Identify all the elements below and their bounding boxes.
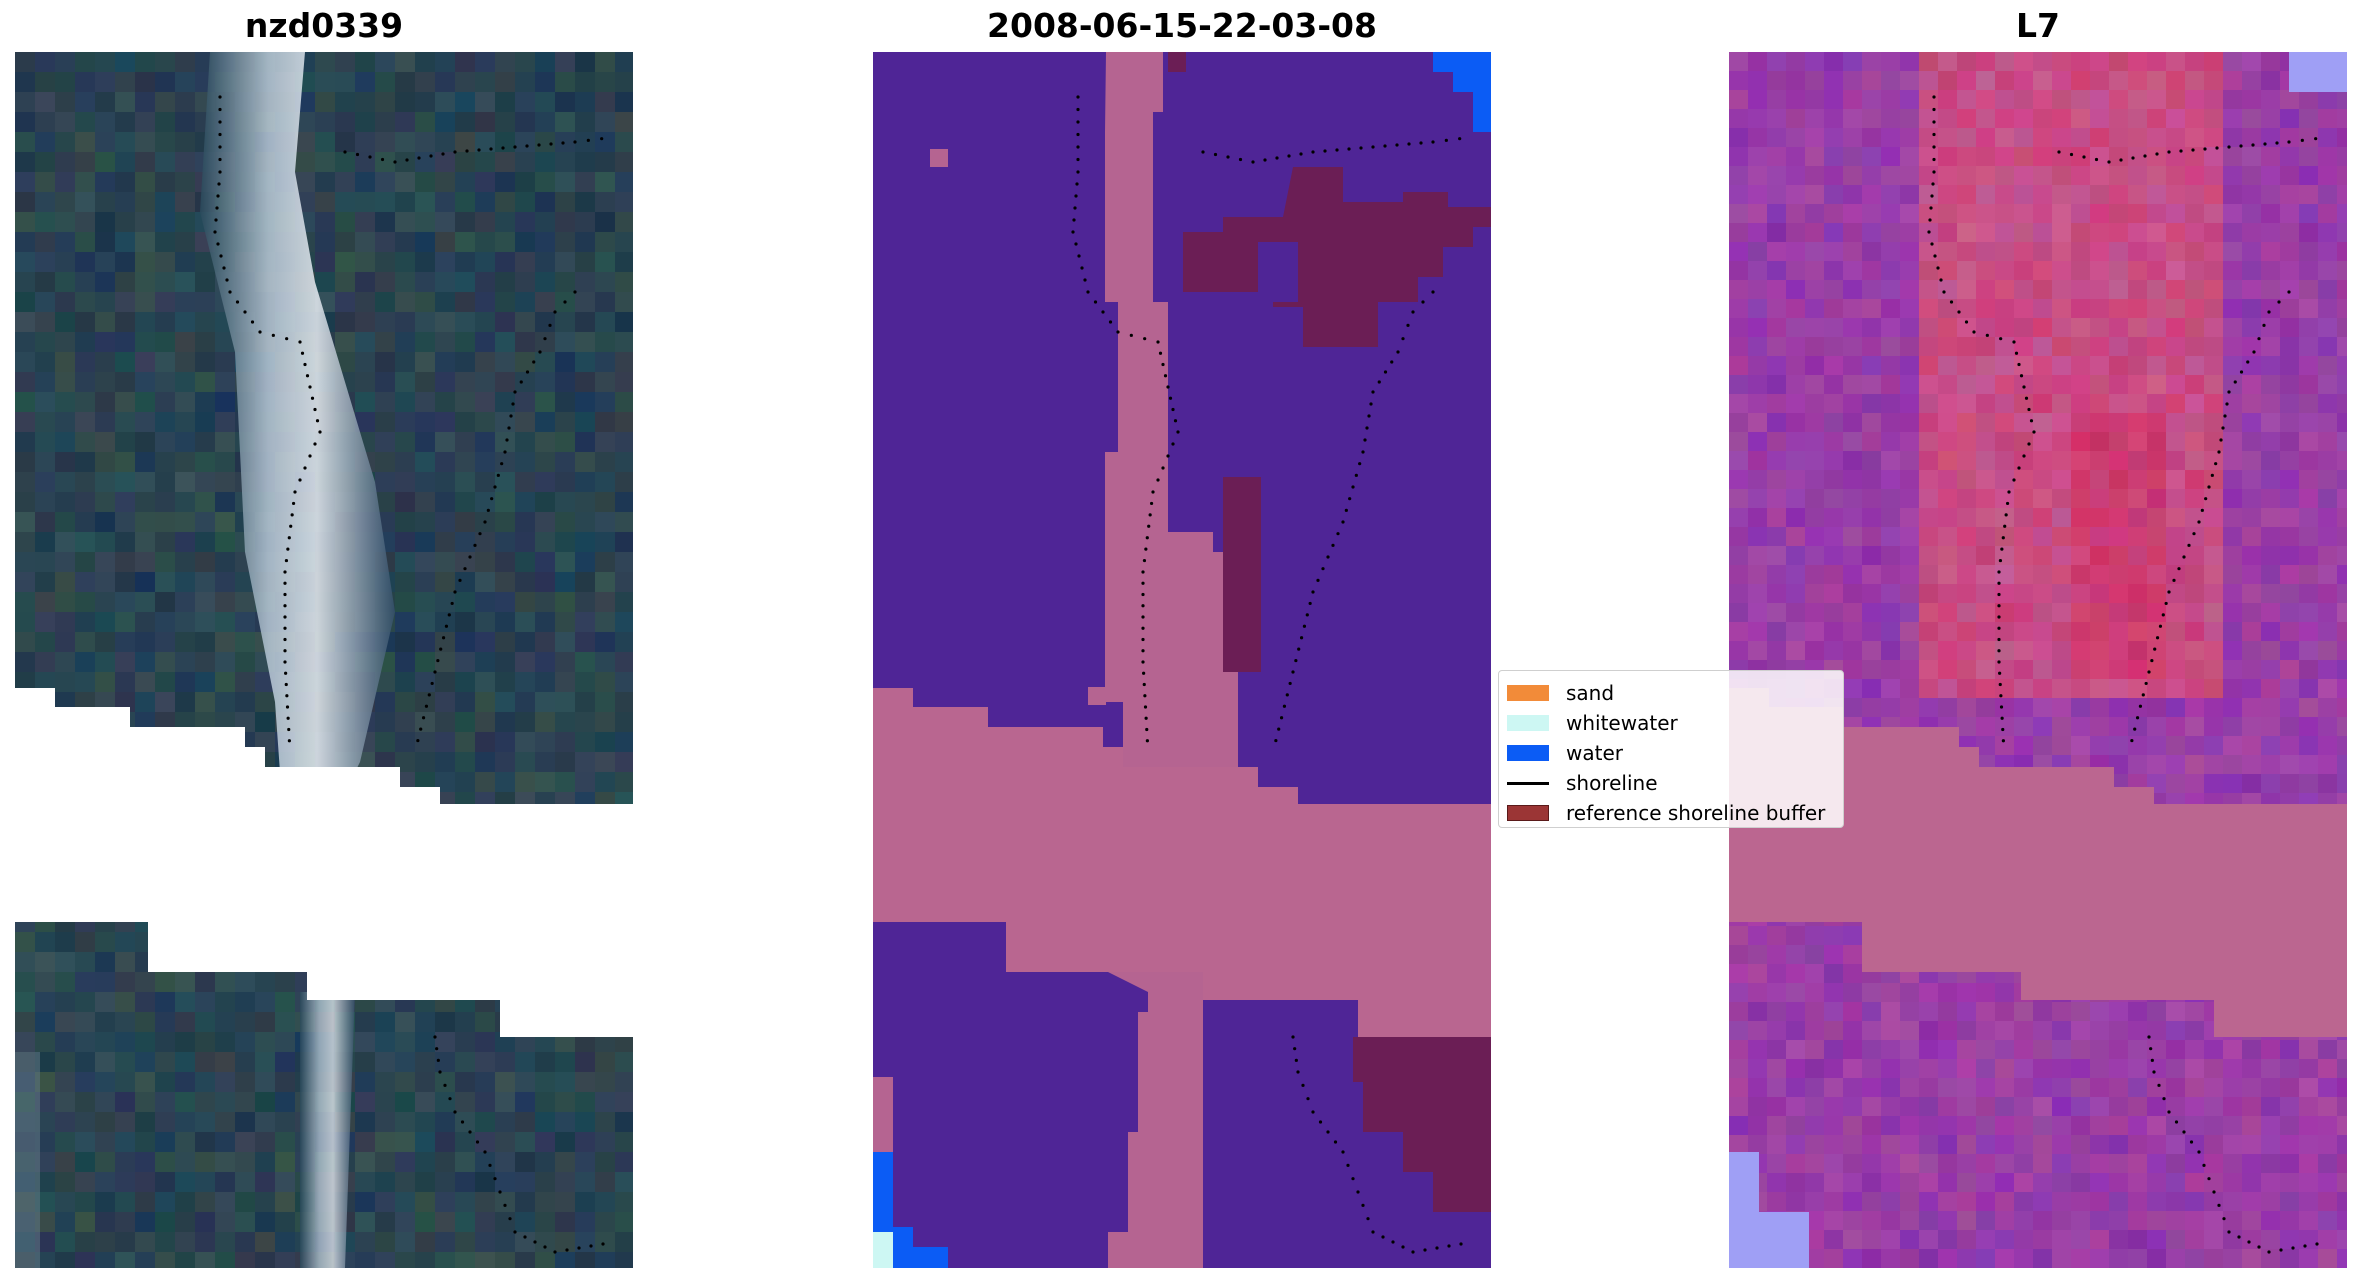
sand-swatch	[1507, 685, 1549, 701]
legend-item-shoreline: shoreline	[1507, 768, 1835, 798]
legend-label-shoreline: shoreline	[1566, 771, 1658, 795]
panel-title-classification: 2008-06-15-22-03-08	[987, 6, 1377, 45]
water-swatch	[1507, 745, 1549, 761]
legend-label-whitewater: whitewater	[1566, 711, 1678, 735]
legend-item-sand: sand	[1507, 678, 1835, 708]
reference-buffer-swatch	[1507, 805, 1549, 821]
panel-title-rgb: nzd0339	[244, 6, 404, 45]
legend-item-whitewater: whitewater	[1507, 708, 1835, 738]
shoreline-swatch	[1507, 781, 1549, 785]
ndwi-image	[1729, 52, 2347, 1268]
rgb-satellite-image	[15, 52, 633, 1268]
legend-label-sand: sand	[1566, 681, 1615, 705]
legend-item-reference-shoreline-buffer: reference shoreline buffer	[1507, 798, 1835, 828]
whitewater-swatch	[1507, 715, 1549, 731]
legend-label-reference-shoreline-buffer: reference shoreline buffer	[1566, 801, 1826, 825]
legend-item-water: water	[1507, 738, 1835, 768]
legend-label-water: water	[1566, 741, 1623, 765]
panel-title-ndwi: L7	[2016, 6, 2060, 45]
legend: sand whitewater water shoreline referenc…	[1498, 670, 1844, 828]
classification-image	[873, 52, 1491, 1268]
